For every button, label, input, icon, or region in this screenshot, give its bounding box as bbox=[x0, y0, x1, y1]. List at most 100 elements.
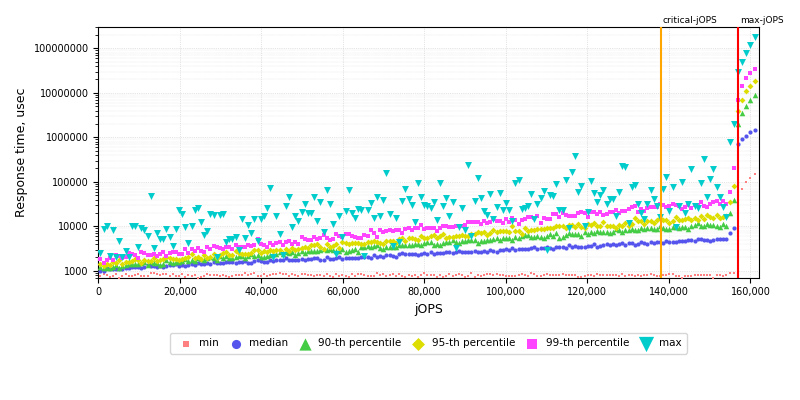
99-th percentile bbox=[587, 208, 600, 215]
median bbox=[311, 255, 324, 262]
median bbox=[518, 246, 531, 252]
90-th percentile bbox=[261, 252, 274, 259]
95-th percentile bbox=[279, 246, 292, 253]
max bbox=[634, 210, 647, 216]
median bbox=[210, 260, 223, 266]
99-th percentile bbox=[666, 201, 679, 208]
99-th percentile bbox=[430, 228, 443, 234]
95-th percentile bbox=[673, 217, 686, 223]
median bbox=[587, 240, 600, 247]
99-th percentile bbox=[484, 219, 497, 225]
median bbox=[719, 235, 732, 242]
min bbox=[744, 175, 757, 182]
min bbox=[654, 272, 666, 279]
median bbox=[528, 244, 541, 250]
95-th percentile bbox=[644, 218, 657, 224]
min bbox=[377, 271, 390, 277]
median bbox=[339, 255, 352, 261]
95-th percentile bbox=[421, 235, 434, 242]
99-th percentile bbox=[154, 251, 166, 258]
90-th percentile bbox=[666, 224, 679, 230]
99-th percentile bbox=[717, 198, 730, 204]
99-th percentile bbox=[647, 204, 660, 211]
95-th percentile bbox=[719, 212, 732, 219]
max bbox=[370, 193, 383, 200]
90-th percentile bbox=[176, 258, 189, 264]
min bbox=[97, 271, 110, 278]
90-th percentile bbox=[308, 247, 321, 254]
90-th percentile bbox=[597, 229, 610, 236]
95-th percentile bbox=[450, 233, 462, 239]
median bbox=[251, 257, 264, 263]
median bbox=[660, 238, 673, 244]
max bbox=[440, 195, 453, 201]
90-th percentile bbox=[157, 260, 170, 267]
min bbox=[194, 274, 207, 280]
90-th percentile bbox=[232, 252, 245, 259]
95-th percentile bbox=[254, 250, 267, 256]
99-th percentile bbox=[606, 208, 619, 215]
min bbox=[166, 271, 179, 277]
90-th percentile bbox=[499, 234, 512, 241]
max bbox=[129, 223, 142, 229]
min bbox=[402, 272, 415, 278]
90-th percentile bbox=[418, 240, 430, 246]
95-th percentile bbox=[538, 226, 550, 232]
99-th percentile bbox=[518, 216, 531, 222]
min bbox=[386, 271, 399, 277]
99-th percentile bbox=[147, 251, 160, 258]
median bbox=[314, 256, 327, 263]
90-th percentile bbox=[116, 263, 129, 270]
99-th percentile bbox=[566, 213, 578, 219]
90-th percentile bbox=[311, 248, 324, 254]
min bbox=[326, 274, 339, 280]
min bbox=[638, 272, 650, 278]
Text: max-jOPS: max-jOPS bbox=[740, 16, 784, 24]
median bbox=[261, 259, 274, 266]
median bbox=[267, 258, 280, 264]
95-th percentile bbox=[362, 239, 374, 246]
min bbox=[490, 271, 503, 278]
99-th percentile bbox=[352, 234, 365, 241]
min bbox=[132, 270, 145, 277]
max bbox=[364, 200, 377, 206]
median bbox=[333, 254, 346, 260]
max bbox=[326, 221, 339, 227]
min bbox=[740, 179, 753, 185]
min bbox=[355, 271, 368, 278]
min bbox=[562, 272, 575, 278]
median bbox=[414, 251, 427, 258]
max bbox=[619, 164, 632, 170]
90-th percentile bbox=[286, 248, 298, 255]
95-th percentile bbox=[490, 228, 503, 235]
99-th percentile bbox=[663, 203, 676, 210]
max bbox=[694, 180, 707, 186]
90-th percentile bbox=[550, 230, 562, 237]
90-th percentile bbox=[724, 210, 737, 216]
99-th percentile bbox=[393, 227, 406, 234]
max bbox=[279, 203, 292, 210]
min bbox=[141, 272, 154, 279]
median bbox=[522, 245, 534, 252]
99-th percentile bbox=[578, 210, 591, 216]
min bbox=[126, 273, 138, 279]
95-th percentile bbox=[626, 221, 638, 227]
median bbox=[626, 240, 638, 246]
95-th percentile bbox=[110, 260, 122, 266]
90-th percentile bbox=[458, 238, 471, 244]
95-th percentile bbox=[732, 107, 745, 114]
median bbox=[305, 256, 318, 262]
median bbox=[462, 249, 474, 255]
median bbox=[490, 248, 503, 255]
99-th percentile bbox=[132, 255, 145, 261]
90-th percentile bbox=[163, 259, 176, 266]
99-th percentile bbox=[144, 252, 157, 258]
median bbox=[471, 249, 484, 255]
90-th percentile bbox=[673, 225, 686, 232]
median bbox=[230, 260, 242, 266]
median bbox=[138, 264, 151, 270]
99-th percentile bbox=[94, 256, 107, 263]
99-th percentile bbox=[176, 250, 189, 257]
99-th percentile bbox=[629, 203, 642, 209]
median bbox=[106, 266, 119, 272]
